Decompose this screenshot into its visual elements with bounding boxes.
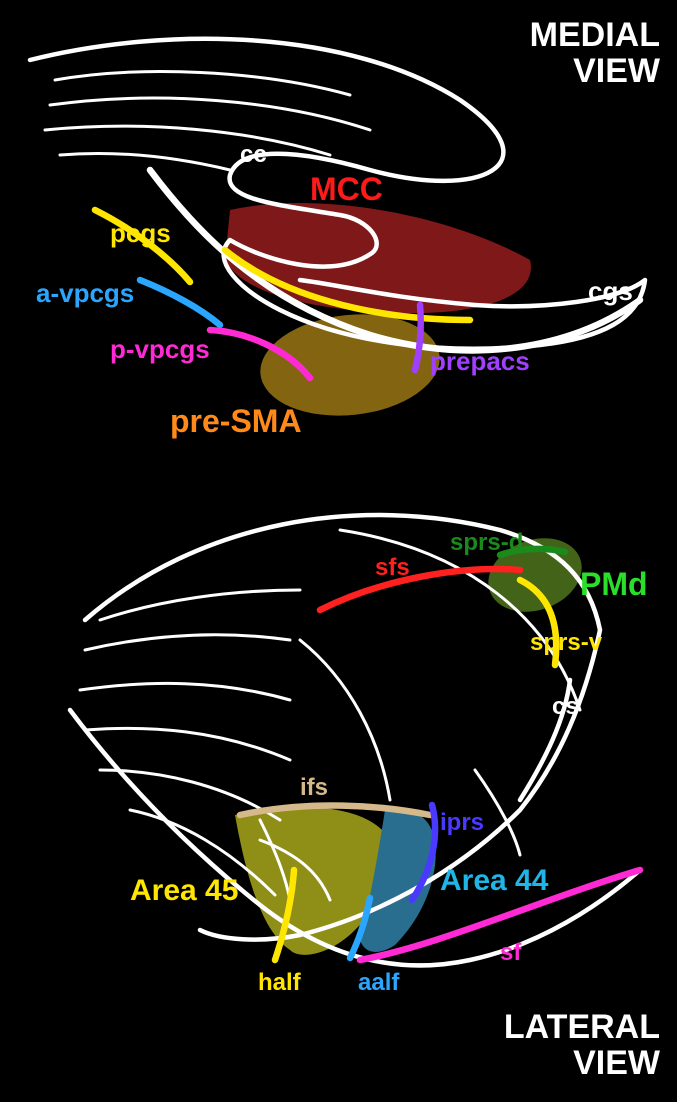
title-lateral: LATERALVIEW <box>480 1010 660 1081</box>
label-ifs: ifs <box>300 774 328 801</box>
label-prepacs: prepacs <box>430 346 530 376</box>
label-presma: pre-SMA <box>170 403 302 439</box>
label-cgs: cgs <box>588 276 633 306</box>
label-pmd: PMd <box>580 566 648 602</box>
label-iprs: iprs <box>440 809 484 836</box>
label-pcgs: pcgs <box>110 218 171 248</box>
label-cs: cs <box>552 693 579 720</box>
label-cc: cc <box>240 141 267 168</box>
label-sfs: sfs <box>375 554 410 581</box>
label-area45: Area 45 <box>130 874 238 907</box>
brain-diagram: MCC pre-SMA pcgs a-vpcgs p-vpcgs prepacs cgs cc… <box>0 0 677 1102</box>
label-aalf: aalf <box>358 969 400 996</box>
label-sf: sf <box>500 939 522 966</box>
title-medial: MEDIALVIEW <box>480 18 660 89</box>
label-half: half <box>258 969 302 996</box>
label-area44: Area 44 <box>440 864 549 897</box>
label-sprsd: sprs-d <box>450 529 523 556</box>
label-avpcgs: a-vpcgs <box>36 278 134 308</box>
label-pvpcgs: p-vpcgs <box>110 334 210 364</box>
label-mcc: MCC <box>310 171 383 207</box>
label-sprsv: sprs-v <box>530 629 603 656</box>
